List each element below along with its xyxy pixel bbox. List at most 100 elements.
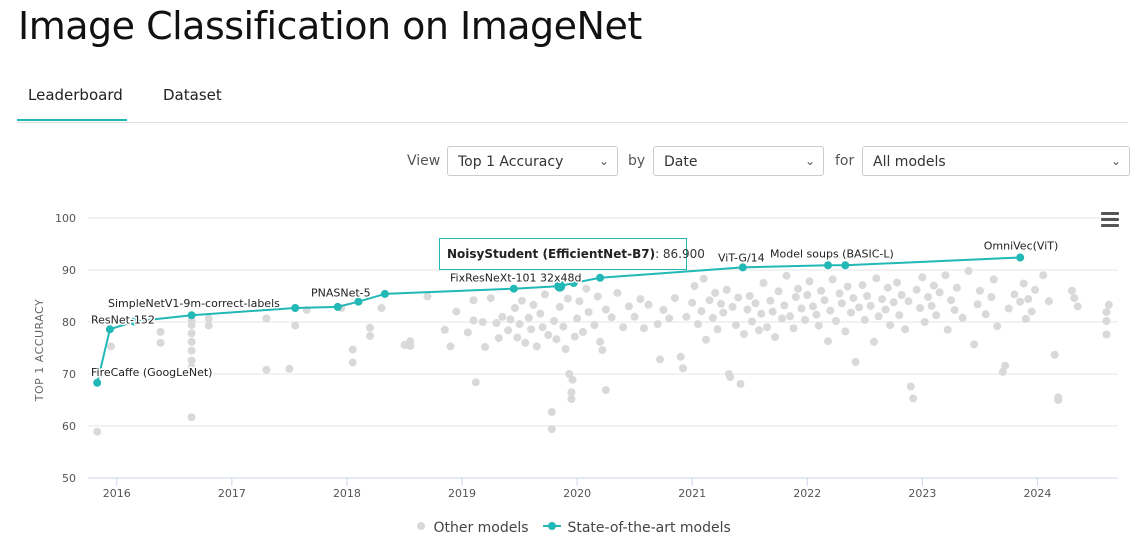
metric-select[interactable]: Top 1 Accuracy ⌄ <box>447 146 618 176</box>
models-select[interactable]: All models ⌄ <box>862 146 1130 176</box>
x-tick-label: 2023 <box>908 487 936 500</box>
other-model-point <box>832 317 840 325</box>
other-model-point <box>463 328 472 337</box>
x-tick-label: 2018 <box>333 487 361 500</box>
other-model-point <box>851 358 860 366</box>
other-model-point <box>644 300 653 309</box>
other-model-point <box>719 308 728 317</box>
other-model-point <box>377 304 386 312</box>
other-model-point <box>947 296 956 305</box>
page-title: Image Classification on ImageNet <box>18 4 642 48</box>
legend-sota-models[interactable]: State-of-the-art models <box>543 518 731 536</box>
other-model-point <box>728 302 737 311</box>
other-model-point <box>952 283 961 292</box>
sota-point <box>596 273 605 282</box>
other-model-point <box>156 338 165 347</box>
legend-other-marker <box>417 522 425 530</box>
sota-line <box>96 256 1021 384</box>
other-model-point <box>998 367 1007 376</box>
tab-leaderboard[interactable]: Leaderboard <box>28 86 123 104</box>
other-model-point <box>860 315 869 324</box>
other-model-point <box>607 313 616 322</box>
other-model-point <box>717 299 725 308</box>
other-model-point <box>1019 279 1028 288</box>
other-model-point <box>1031 285 1040 294</box>
other-model-point <box>187 337 196 346</box>
other-model-point <box>204 321 213 330</box>
other-model-point <box>187 329 196 338</box>
other-model-point <box>866 301 875 310</box>
other-model-point <box>590 321 599 330</box>
other-model-point <box>584 308 593 317</box>
sota-point <box>105 325 114 334</box>
other-model-point <box>886 321 895 330</box>
sota-point-label: ResNet-152 <box>91 313 155 326</box>
legend-sota-marker <box>543 522 561 530</box>
other-model-point <box>596 337 605 346</box>
legend-other-models[interactable]: Other models <box>415 518 529 536</box>
other-model-point <box>262 314 271 323</box>
x-tick-label: 2020 <box>563 487 591 500</box>
other-model-point <box>705 296 714 305</box>
other-model-point <box>1073 302 1082 311</box>
other-model-point <box>107 342 115 351</box>
other-model-point <box>731 321 740 330</box>
other-model-point <box>582 284 591 293</box>
xaxis-select[interactable]: Date ⌄ <box>653 146 824 176</box>
other-model-point <box>889 298 898 307</box>
other-model-point <box>791 293 800 301</box>
other-model-point <box>975 286 984 295</box>
other-model-point <box>291 321 300 330</box>
other-model-point <box>1010 290 1019 299</box>
xaxis-select-value: Date <box>664 154 698 170</box>
other-model-point <box>690 282 699 291</box>
other-model-point <box>513 333 522 342</box>
other-model-point <box>895 311 904 320</box>
other-model-point <box>446 342 455 351</box>
other-model-point <box>812 310 821 319</box>
other-model-point <box>1070 294 1079 303</box>
x-tick-label: 2016 <box>103 487 131 500</box>
other-model-point <box>726 373 735 382</box>
other-model-point <box>492 319 501 327</box>
tab-dataset[interactable]: Dataset <box>163 86 222 104</box>
other-model-point <box>734 293 743 302</box>
sota-point <box>569 279 578 287</box>
sota-point <box>187 311 196 320</box>
other-model-point <box>751 299 760 308</box>
sota-point-label: ViT-G/14 <box>718 251 765 264</box>
other-model-point <box>636 295 645 304</box>
other-model-point <box>745 292 754 300</box>
other-model-point <box>406 341 415 350</box>
other-model-point <box>912 285 921 294</box>
other-model-point <box>515 320 524 329</box>
other-model-point <box>656 355 664 364</box>
other-model-point <box>809 302 817 311</box>
other-model-point <box>578 327 587 336</box>
other-model-point <box>1050 350 1059 359</box>
other-model-point <box>561 345 570 353</box>
other-model-point <box>471 378 480 387</box>
other-model-point <box>469 316 478 325</box>
other-model-point <box>759 279 768 287</box>
other-model-point <box>550 317 559 325</box>
chart-tooltip: NoisyStudent (EfficientNet-B7): 86.900 <box>439 238 705 270</box>
other-model-point <box>547 425 556 434</box>
other-model-point <box>285 364 294 373</box>
other-model-point <box>559 322 568 331</box>
other-model-point <box>973 300 982 309</box>
other-model-point <box>1102 308 1111 317</box>
other-model-point <box>504 326 513 335</box>
other-model-point <box>423 292 432 301</box>
hamburger-menu-icon[interactable] <box>1101 212 1119 228</box>
other-model-point <box>563 294 572 303</box>
other-model-point <box>1004 304 1013 313</box>
other-model-point <box>1027 307 1036 316</box>
other-model-point <box>568 375 577 384</box>
sota-point <box>291 304 300 312</box>
sota-point-label: OmniVec(ViT) <box>984 240 1059 253</box>
y-tick-label: 90 <box>62 264 76 277</box>
other-model-point <box>989 275 998 284</box>
other-model-point <box>693 320 702 329</box>
